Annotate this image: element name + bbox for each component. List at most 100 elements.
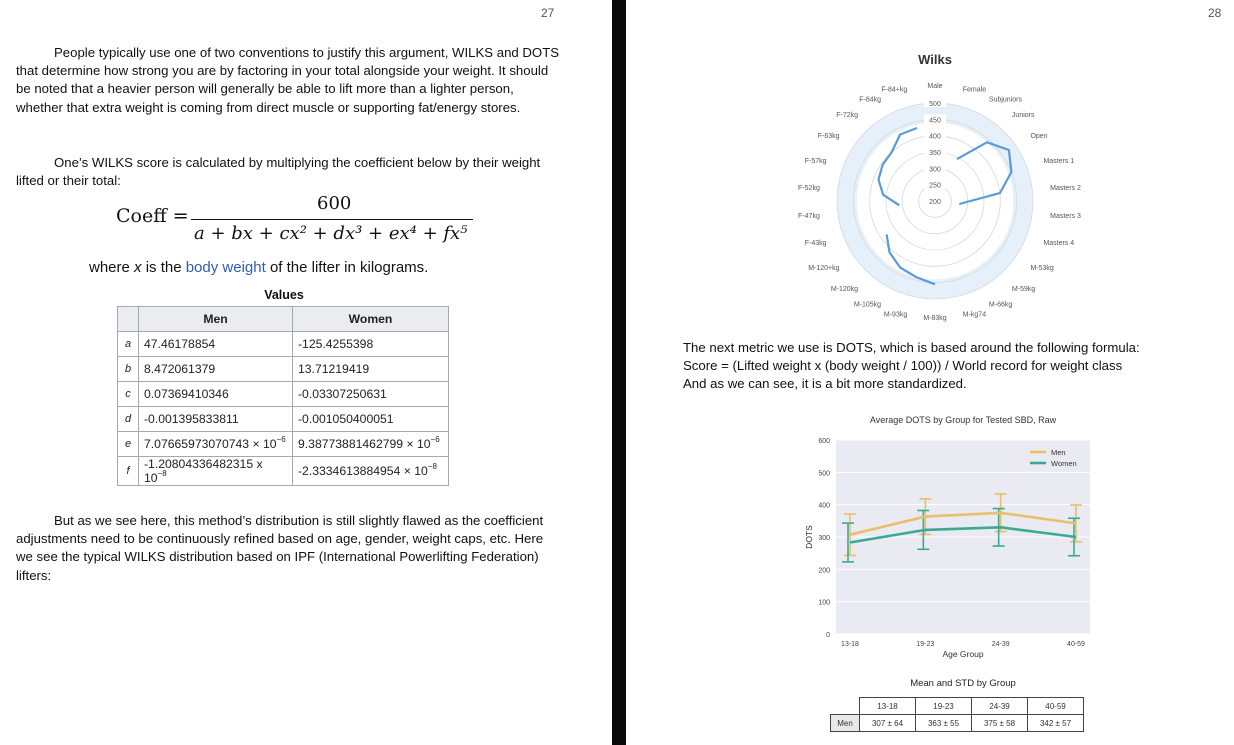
cell-value: 8.472061379 — [144, 362, 216, 376]
cell-women: -2.3334613884954 × 10−8 — [292, 456, 449, 486]
cell-value: 0.07369410346 — [144, 387, 229, 401]
cell-women: 13.71219419 — [292, 356, 449, 382]
legend-label: Women — [1051, 459, 1077, 468]
page-divider — [612, 0, 626, 745]
radar-tick-bg — [924, 147, 946, 156]
radar-category-label: Masters 3 — [1050, 213, 1081, 220]
radar-tick-label: 300 — [929, 166, 941, 173]
chart-title: Average DOTS by Group for Tested SBD, Ra… — [870, 415, 1057, 425]
row-key: b — [117, 356, 139, 382]
radar-category-label: M-66kg — [989, 302, 1012, 309]
cell-women: -0.03307250631 — [292, 381, 449, 407]
radar-tick-label: 450 — [929, 117, 941, 124]
radar-tick-bg — [924, 98, 946, 107]
radar-category-label: F-84+kg — [881, 86, 907, 93]
paragraph-text: But as we see here, this method’s distri… — [16, 513, 544, 583]
row-key: c — [117, 381, 139, 407]
body-weight-link[interactable]: body weight — [185, 259, 266, 276]
x-axis-label: Age Group — [942, 649, 983, 659]
dots-line: The next metric we use is DOTS, which is… — [683, 340, 1140, 355]
radar-category-label: Open — [1030, 133, 1047, 140]
page-number: 27 — [541, 6, 555, 20]
table-row: d -0.001395833811 -0.001050400051 — [117, 406, 449, 432]
column-header-men: Men — [138, 306, 293, 332]
cell-men: 8.472061379 — [138, 356, 293, 382]
dots-line: And as we can see, it is a bit more stan… — [683, 376, 967, 392]
radar-category-label: Subjuniors — [989, 96, 1023, 103]
radar-category-label: Masters 1 — [1043, 158, 1074, 165]
cell-men: -0.001395833811 — [138, 406, 293, 432]
radar-category-label: M-120kg — [831, 286, 858, 293]
table-header-row: Men Women — [117, 306, 449, 332]
radar-category-label: F-72kg — [836, 112, 858, 119]
cell-value: -1.20804336482315 x 10 — [144, 457, 263, 485]
y-tick-label: 600 — [818, 438, 830, 445]
table-cell: 342 ± 57 — [1027, 714, 1084, 732]
y-tick-label: 300 — [818, 535, 830, 542]
radar-title: Wilks — [918, 52, 952, 67]
radar-category-label: Masters 4 — [1043, 240, 1074, 247]
radar-category-label: F-63kg — [818, 133, 840, 140]
radar-category-label: F-84kg — [859, 96, 881, 103]
radar-category-label: M-kg74 — [963, 312, 986, 319]
radar-category-label: Male — [927, 83, 942, 90]
y-tick-label: 500 — [818, 470, 830, 477]
radar-category-label: F-43kg — [805, 240, 827, 247]
table-row: c 0.07369410346 -0.03307250631 — [117, 381, 449, 407]
column-header: 24-39 — [971, 697, 1028, 715]
radar-category-label: M-83kg — [923, 315, 946, 322]
dots-table-caption: Mean and STD by Group — [910, 678, 1016, 689]
table-row: Men 307 ± 64 363 ± 55 375 ± 58 342 ± 57 — [830, 714, 1084, 732]
cell-men: 7.07665973070743 × 10−6 — [138, 431, 293, 457]
cell-women: -125.4255398 — [292, 331, 449, 357]
cell-value: 9.38773881462799 × 10 — [298, 437, 431, 451]
radar-category-label: F-47kg — [798, 213, 820, 220]
cell-value: -2.3334613884954 × 10 — [298, 464, 428, 478]
radar-category-label: M-53kg — [1030, 265, 1053, 272]
table-header-row: 13-18 19-23 24-39 40-59 — [831, 697, 1084, 715]
formula-explanation: where x is the body weight of the lifter… — [89, 259, 428, 276]
x-tick-label: 19-23 — [916, 641, 934, 648]
cell-value: 47.46178854 — [144, 337, 216, 351]
radar-tick-bg — [924, 114, 946, 124]
radar-category-label: F-52kg — [798, 185, 820, 192]
y-axis-label: DOTS — [804, 525, 814, 549]
radar-tick-bg — [924, 179, 946, 189]
radar-category-label: M-59kg — [1012, 286, 1035, 293]
series-line — [849, 525, 1077, 544]
table-corner — [831, 698, 860, 715]
paragraph: But as we see here, this method’s distri… — [16, 512, 546, 585]
radar-category-label: Juniors — [1012, 112, 1035, 119]
table-row: b 8.472061379 13.71219419 — [117, 356, 449, 382]
row-label: Men — [830, 714, 860, 732]
page-number: 28 — [1208, 6, 1222, 20]
y-tick-label: 200 — [818, 567, 830, 574]
formula-lhs: Coeff = — [116, 205, 189, 227]
radar-tick-bg — [924, 196, 946, 205]
row-key: a — [117, 331, 139, 357]
paragraph-text: One’s WILKS score is calculated by multi… — [16, 155, 541, 189]
column-header-women: Women — [292, 306, 449, 332]
dots-line-chart: Average DOTS by Group for Tested SBD, Ra… — [804, 415, 1090, 659]
cell-women: 9.38773881462799 × 10−6 — [292, 431, 449, 457]
table-corner — [117, 306, 139, 332]
text: of the lifter in kilograms. — [265, 259, 429, 276]
left-page: 27 People typically use one of two conve… — [0, 0, 612, 745]
radar-tick-label: 500 — [929, 101, 941, 108]
radar-category-label: Masters 2 — [1050, 185, 1081, 192]
series-line — [849, 511, 1077, 536]
radar-tick-bg — [924, 163, 946, 173]
cell-value: -0.001395833811 — [144, 412, 239, 426]
text: where — [89, 259, 135, 276]
variable: x — [134, 259, 142, 276]
radar-tick-label: 350 — [929, 150, 941, 157]
paragraph: People typically use one of two conventi… — [16, 44, 564, 117]
wilks-coefficients-table: Men Women a 47.46178854 -125.4255398 b 8.472… — [117, 306, 449, 486]
dots-paragraph: The next metric we use is DOTS, which is… — [683, 339, 1203, 394]
dots-line: Score = (Lifted weight x (body weight / … — [683, 358, 1123, 374]
x-tick-label: 13-18 — [841, 641, 859, 648]
x-tick-label: 40-59 — [1067, 641, 1085, 648]
table-cell: 375 ± 58 — [971, 714, 1028, 732]
wilks-formula: Coeff = 600 a + bx + cx² + dx³ + ex⁴ + f… — [116, 193, 486, 251]
radar-series-line — [877, 126, 918, 207]
